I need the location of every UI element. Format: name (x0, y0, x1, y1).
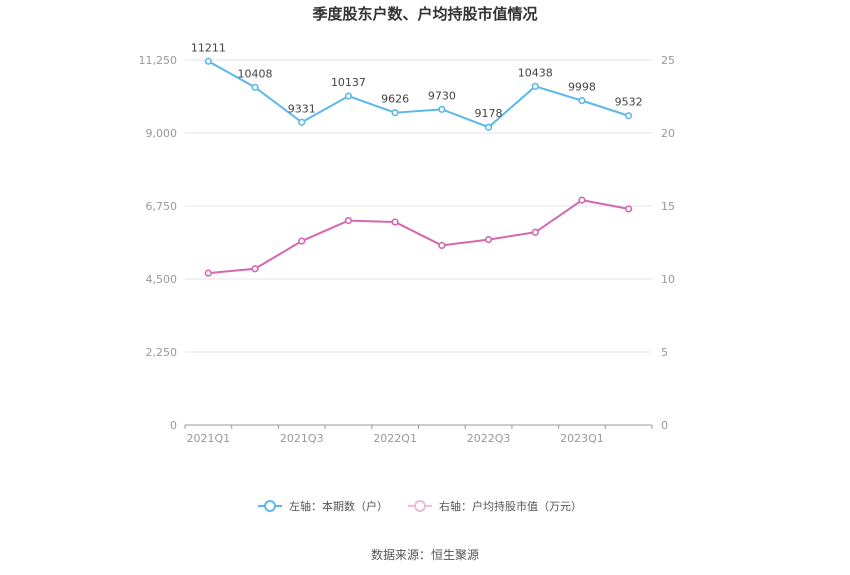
legend-label-left: 左轴：本期数（户） (289, 499, 388, 513)
point-holders[interactable] (625, 112, 633, 120)
x-tick-label: 2022Q3 (467, 432, 511, 445)
point-avg-value[interactable] (438, 241, 446, 250)
point-avg-value[interactable] (391, 218, 399, 226)
data-label: 9626 (381, 93, 409, 106)
point-holders[interactable] (251, 83, 259, 91)
point-avg-value[interactable] (344, 217, 353, 225)
x-tick-label: 2023Q1 (560, 432, 604, 445)
legend-marker-left (264, 500, 276, 512)
point-avg-value[interactable] (204, 269, 212, 277)
point-holders[interactable] (578, 97, 586, 105)
data-label: 9730 (428, 89, 456, 102)
point-avg-value[interactable] (625, 205, 633, 213)
y-left-tick-label: 0 (170, 419, 177, 432)
data-label: 10408 (238, 67, 273, 80)
series-line-holders (207, 60, 629, 129)
y-right-tick-label: 0 (661, 419, 668, 432)
point-avg-value[interactable] (531, 228, 539, 236)
point-avg-value[interactable] (298, 237, 306, 245)
source-note: 数据来源：恒生聚源 (371, 547, 479, 562)
y-right-tick-label: 20 (661, 127, 675, 140)
point-holders[interactable] (531, 82, 539, 90)
point-avg-value[interactable] (484, 235, 493, 244)
x-tick-label: 2021Q1 (187, 432, 231, 445)
point-holders[interactable] (344, 92, 353, 100)
legend-marker-right (414, 500, 426, 512)
y-left-tick-label: 2,250 (146, 346, 178, 359)
legend: 左轴：本期数（户） 右轴：户均持股市值（万元） (258, 499, 582, 513)
data-label: 9331 (288, 102, 316, 115)
data-label: 10137 (331, 76, 366, 89)
legend-label-right: 右轴：户均持股市值（万元） (439, 499, 582, 513)
legend-item-right[interactable]: 右轴：户均持股市值（万元） (408, 499, 582, 513)
data-label: 9998 (568, 81, 596, 94)
series-layer (204, 57, 633, 277)
series-line-avg-value (208, 199, 629, 275)
data-labels: 11211 10408 9331 10137 9626 9730 9178 10438 9998… (191, 41, 643, 120)
y-right-tick-label: 15 (661, 200, 675, 213)
y-right-tick-label: 25 (661, 54, 675, 67)
point-avg-value[interactable] (251, 265, 259, 273)
point-avg-value[interactable] (578, 196, 586, 204)
y-left-tick-label: 4,500 (146, 273, 178, 286)
data-label: 10438 (518, 66, 553, 79)
axes: 0 2,250 4,500 6,750 9,000 11,250 0 5 10 15 20 25 202… (139, 54, 676, 445)
point-holders[interactable] (438, 105, 446, 113)
point-holders[interactable] (391, 109, 399, 117)
chart-title: 季度股东户数、户均持股市值情况 (312, 5, 537, 23)
legend-item-left[interactable]: 左轴：本期数（户） (258, 499, 388, 513)
y-left-tick-label: 9,000 (146, 127, 178, 140)
point-holders[interactable] (204, 57, 212, 65)
y-left-tick-label: 6,750 (146, 200, 178, 213)
data-label: 11211 (191, 41, 226, 54)
grid (185, 59, 652, 353)
y-left-tick-label: 11,250 (139, 54, 178, 67)
y-right-tick-label: 5 (661, 346, 668, 359)
data-label: 9178 (475, 107, 503, 120)
x-tick-label: 2021Q3 (280, 432, 324, 445)
y-right-tick-label: 10 (661, 273, 675, 286)
point-holders[interactable] (484, 123, 493, 131)
x-tick-label: 2022Q1 (373, 432, 417, 445)
data-label: 9532 (615, 96, 643, 109)
point-holders[interactable] (298, 118, 306, 126)
